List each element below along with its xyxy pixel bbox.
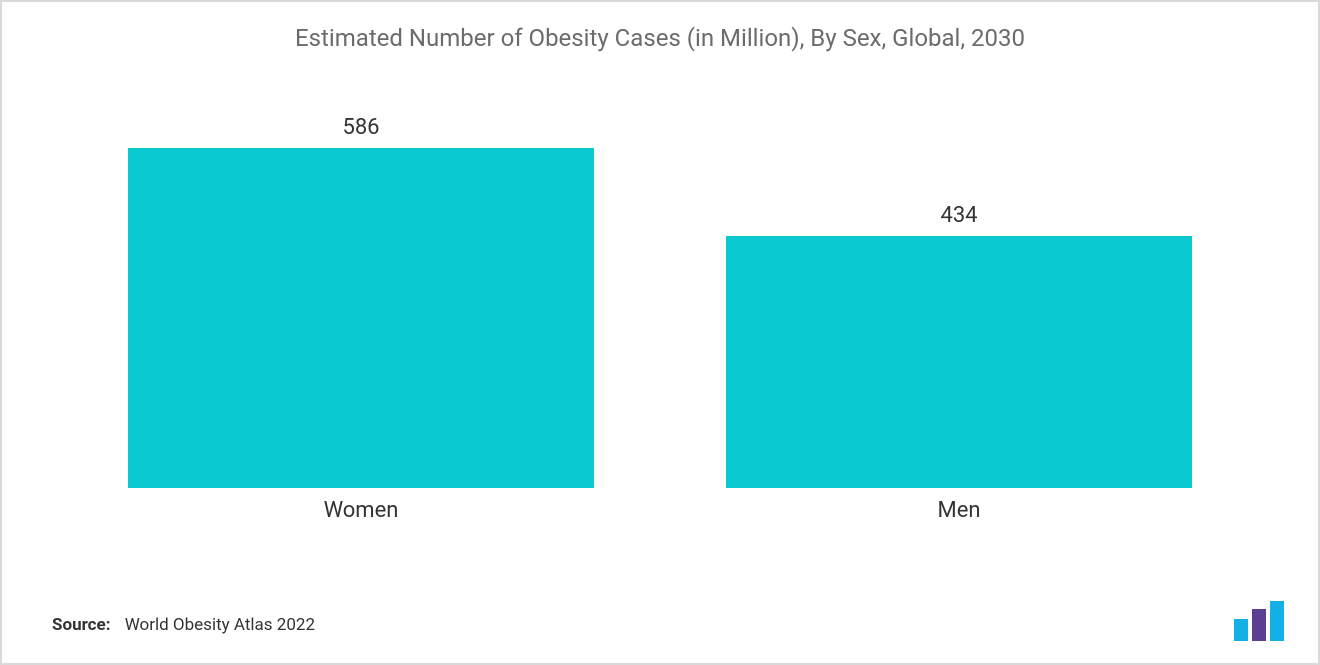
bar-category-label: Men — [937, 498, 980, 523]
bar-value-label: 434 — [940, 203, 977, 228]
source-footer: Source: World Obesity Atlas 2022 — [52, 615, 315, 635]
bar-men — [726, 236, 1192, 488]
source-label: Source: — [52, 615, 110, 635]
bar-category-label: Women — [324, 498, 399, 523]
mordor-logo-icon — [1232, 601, 1290, 641]
bar-value-label: 586 — [342, 115, 379, 140]
chart-title: Estimated Number of Obesity Cases (in Mi… — [2, 2, 1318, 52]
bar-women — [128, 148, 594, 488]
source-text: World Obesity Atlas 2022 — [125, 615, 315, 635]
bar-group-men: 434 Men — [660, 82, 1258, 523]
bar-group-women: 586 Women — [62, 82, 660, 523]
chart-plot-area: 586 Women 434 Men — [62, 82, 1258, 523]
